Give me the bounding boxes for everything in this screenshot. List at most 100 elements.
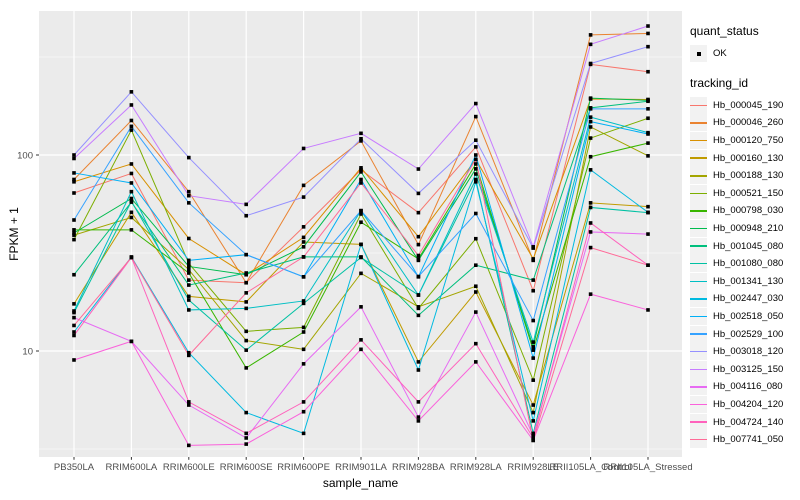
- legend-key-box: [690, 114, 707, 132]
- data-point: [531, 419, 535, 423]
- data-point: [646, 44, 650, 49]
- legend-item-label: Hb_004116_080: [713, 381, 783, 393]
- legend-key-box: [690, 202, 707, 220]
- data-point: [301, 362, 306, 366]
- data-point: [359, 271, 363, 276]
- data-point: [588, 96, 593, 100]
- data-point: [588, 115, 593, 119]
- data-point: [187, 278, 191, 282]
- data-point: [359, 338, 363, 342]
- data-point: [187, 294, 191, 299]
- data-point: [646, 232, 650, 236]
- line-swatch-icon: [690, 122, 707, 124]
- data-point: [531, 257, 535, 261]
- data-point: [72, 218, 76, 222]
- legend-item-label: Hb_003125_150: [713, 363, 784, 375]
- data-point: [129, 210, 134, 215]
- data-point: [301, 431, 306, 436]
- data-point: [416, 415, 421, 419]
- data-point: [244, 280, 248, 285]
- data-point: [359, 212, 363, 216]
- data-point: [531, 348, 535, 352]
- data-point: [244, 431, 248, 436]
- data-point: [646, 263, 650, 268]
- data-point: [72, 231, 76, 235]
- data-point: [474, 263, 478, 268]
- data-point: [187, 201, 191, 205]
- legend-item-label: Hb_004724_140: [713, 416, 784, 428]
- legend-item-label: Hb_000120_750: [713, 135, 784, 147]
- data-point: [72, 233, 76, 237]
- data-point: [187, 264, 191, 269]
- data-point: [588, 221, 593, 225]
- data-point: [531, 403, 535, 407]
- x-tick-label: RRIM600PE: [277, 462, 330, 473]
- legend-item-label: Hb_002447_030: [713, 293, 784, 305]
- data-point: [359, 220, 363, 225]
- data-point: [187, 267, 191, 272]
- data-point: [646, 116, 650, 121]
- data-point: [416, 400, 421, 404]
- legend-item-label: Hb_000160_130: [713, 152, 784, 164]
- legend-item-label: Hb_000521_150: [713, 187, 784, 199]
- series-points: [72, 24, 650, 448]
- data-point: [129, 228, 134, 232]
- line-swatch-icon: [690, 175, 707, 177]
- legend-key-box: [690, 96, 707, 114]
- legend-key-box: [690, 167, 707, 185]
- legend-item-label: Hb_000948_210: [713, 223, 784, 235]
- data-point: [359, 136, 363, 141]
- data-point: [416, 253, 421, 258]
- data-point: [244, 271, 248, 275]
- legend-item-label: Hb_004204_120: [713, 398, 784, 410]
- data-point: [301, 240, 306, 244]
- data-point: [531, 431, 535, 436]
- x-tick-label: RRIM901LA: [335, 462, 387, 473]
- data-point: [129, 196, 134, 201]
- legend-key-box: [690, 45, 707, 63]
- data-point: [301, 409, 306, 414]
- legend-key-box: [690, 378, 707, 396]
- line-swatch-icon: [690, 245, 707, 247]
- data-point: [474, 162, 478, 166]
- legend-key-box: [690, 220, 707, 238]
- data-point: [474, 310, 478, 314]
- legend-item-label: Hb_000046_260: [713, 117, 784, 129]
- data-point: [187, 403, 191, 407]
- data-point: [531, 288, 535, 293]
- legend-item-Hb_004204_120: Hb_004204_120: [690, 395, 798, 414]
- data-point: [474, 290, 478, 294]
- data-point: [646, 107, 650, 111]
- data-point: [474, 172, 478, 176]
- x-axis-title: sample_name: [322, 476, 399, 490]
- data-point: [301, 275, 306, 279]
- data-point: [359, 347, 363, 352]
- data-point: [129, 215, 134, 220]
- data-point: [359, 170, 363, 174]
- x-tick-label: PB350LA: [54, 462, 95, 473]
- x-tick-label: RRII105LA_Stressed: [603, 462, 692, 473]
- data-point: [588, 230, 593, 234]
- data-point: [244, 306, 248, 311]
- data-point: [72, 309, 76, 313]
- data-point: [416, 368, 421, 372]
- data-point: [301, 299, 306, 303]
- data-point: [416, 210, 421, 215]
- data-point: [531, 245, 535, 249]
- data-point: [244, 366, 248, 370]
- legend-key-box: [690, 431, 707, 449]
- data-point: [72, 237, 76, 242]
- legend-tracking-id-items: Hb_000045_190 Hb_000046_260 Hb_000120_750 H…: [690, 96, 798, 449]
- data-point: [72, 179, 76, 184]
- data-point: [359, 242, 363, 247]
- legend-key-box: [690, 237, 707, 255]
- data-point: [359, 181, 363, 185]
- data-point: [474, 145, 478, 149]
- data-point: [301, 255, 306, 259]
- data-point: [646, 132, 650, 136]
- line-swatch-icon: [690, 139, 707, 142]
- line-swatch-icon: [690, 280, 707, 283]
- point-marker-icon: [696, 51, 701, 56]
- data-point: [588, 154, 593, 159]
- legend-item-label: Hb_007741_050: [713, 434, 784, 446]
